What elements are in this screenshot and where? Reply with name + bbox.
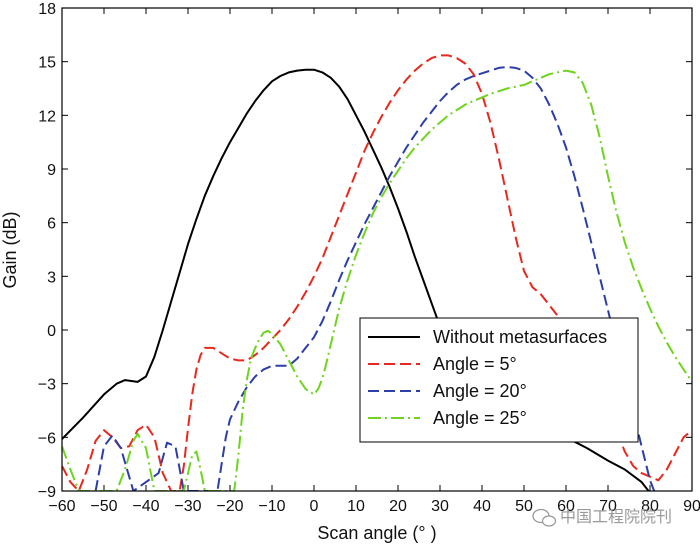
x-tick-label: 80 [641,498,659,515]
legend-label: Without metasurfaces [433,327,607,347]
x-tick-label: −10 [258,498,285,515]
y-tick-label: 9 [47,162,56,179]
y-tick-label: −6 [38,430,56,447]
x-tick-label: 70 [599,498,617,515]
y-axis: −9 −6 −3 0 3 6 9 12 15 18 [38,1,692,501]
wechat-icon [532,508,557,527]
legend-box [359,317,639,443]
x-tick-label: −50 [90,498,117,515]
plot-frame [61,7,693,492]
x-tick-label: 20 [389,498,407,515]
y-tick-label: −3 [38,377,56,394]
y-tick-label: 12 [38,108,56,125]
x-axis: −60 −50 −40 −30 −20 −10 0 10 20 30 40 50 60 70 80 90 [48,8,700,515]
x-tick-label: 0 [310,498,319,515]
series-line-3 [94,66,656,491]
y-tick-label: −9 [38,484,56,501]
watermark: 中国工程院院刊 [532,507,672,527]
series-line-4 [62,69,692,491]
x-axis-title: Scan angle (° ) [317,523,436,543]
x-tick-label: −20 [216,498,243,515]
x-tick-label: −60 [48,498,75,515]
y-tick-label: 18 [38,1,56,18]
x-tick-label: 60 [557,498,575,515]
y-tick-label: 0 [47,323,56,340]
x-tick-label: 50 [515,498,533,515]
legend-label: Angle = 25° [433,408,527,428]
legend-label: Angle = 5° [433,354,517,374]
legend: Without metasurfaces Angle = 5° Angle = 20… [359,317,639,443]
watermark-text: 中国工程院院刊 [560,507,672,526]
legend-label: Angle = 20° [433,381,527,401]
y-tick-label: 15 [38,55,56,72]
y-tick-label: 6 [47,216,56,233]
x-tick-label: 90 [683,498,700,515]
y-axis-title: Gain (dB) [0,211,20,288]
x-tick-label: 40 [473,498,491,515]
y-tick-label: 3 [47,269,56,286]
x-tick-label: −30 [174,498,201,515]
x-tick-label: 30 [431,498,449,515]
x-tick-label: 10 [347,498,365,515]
x-tick-label: −40 [132,498,159,515]
